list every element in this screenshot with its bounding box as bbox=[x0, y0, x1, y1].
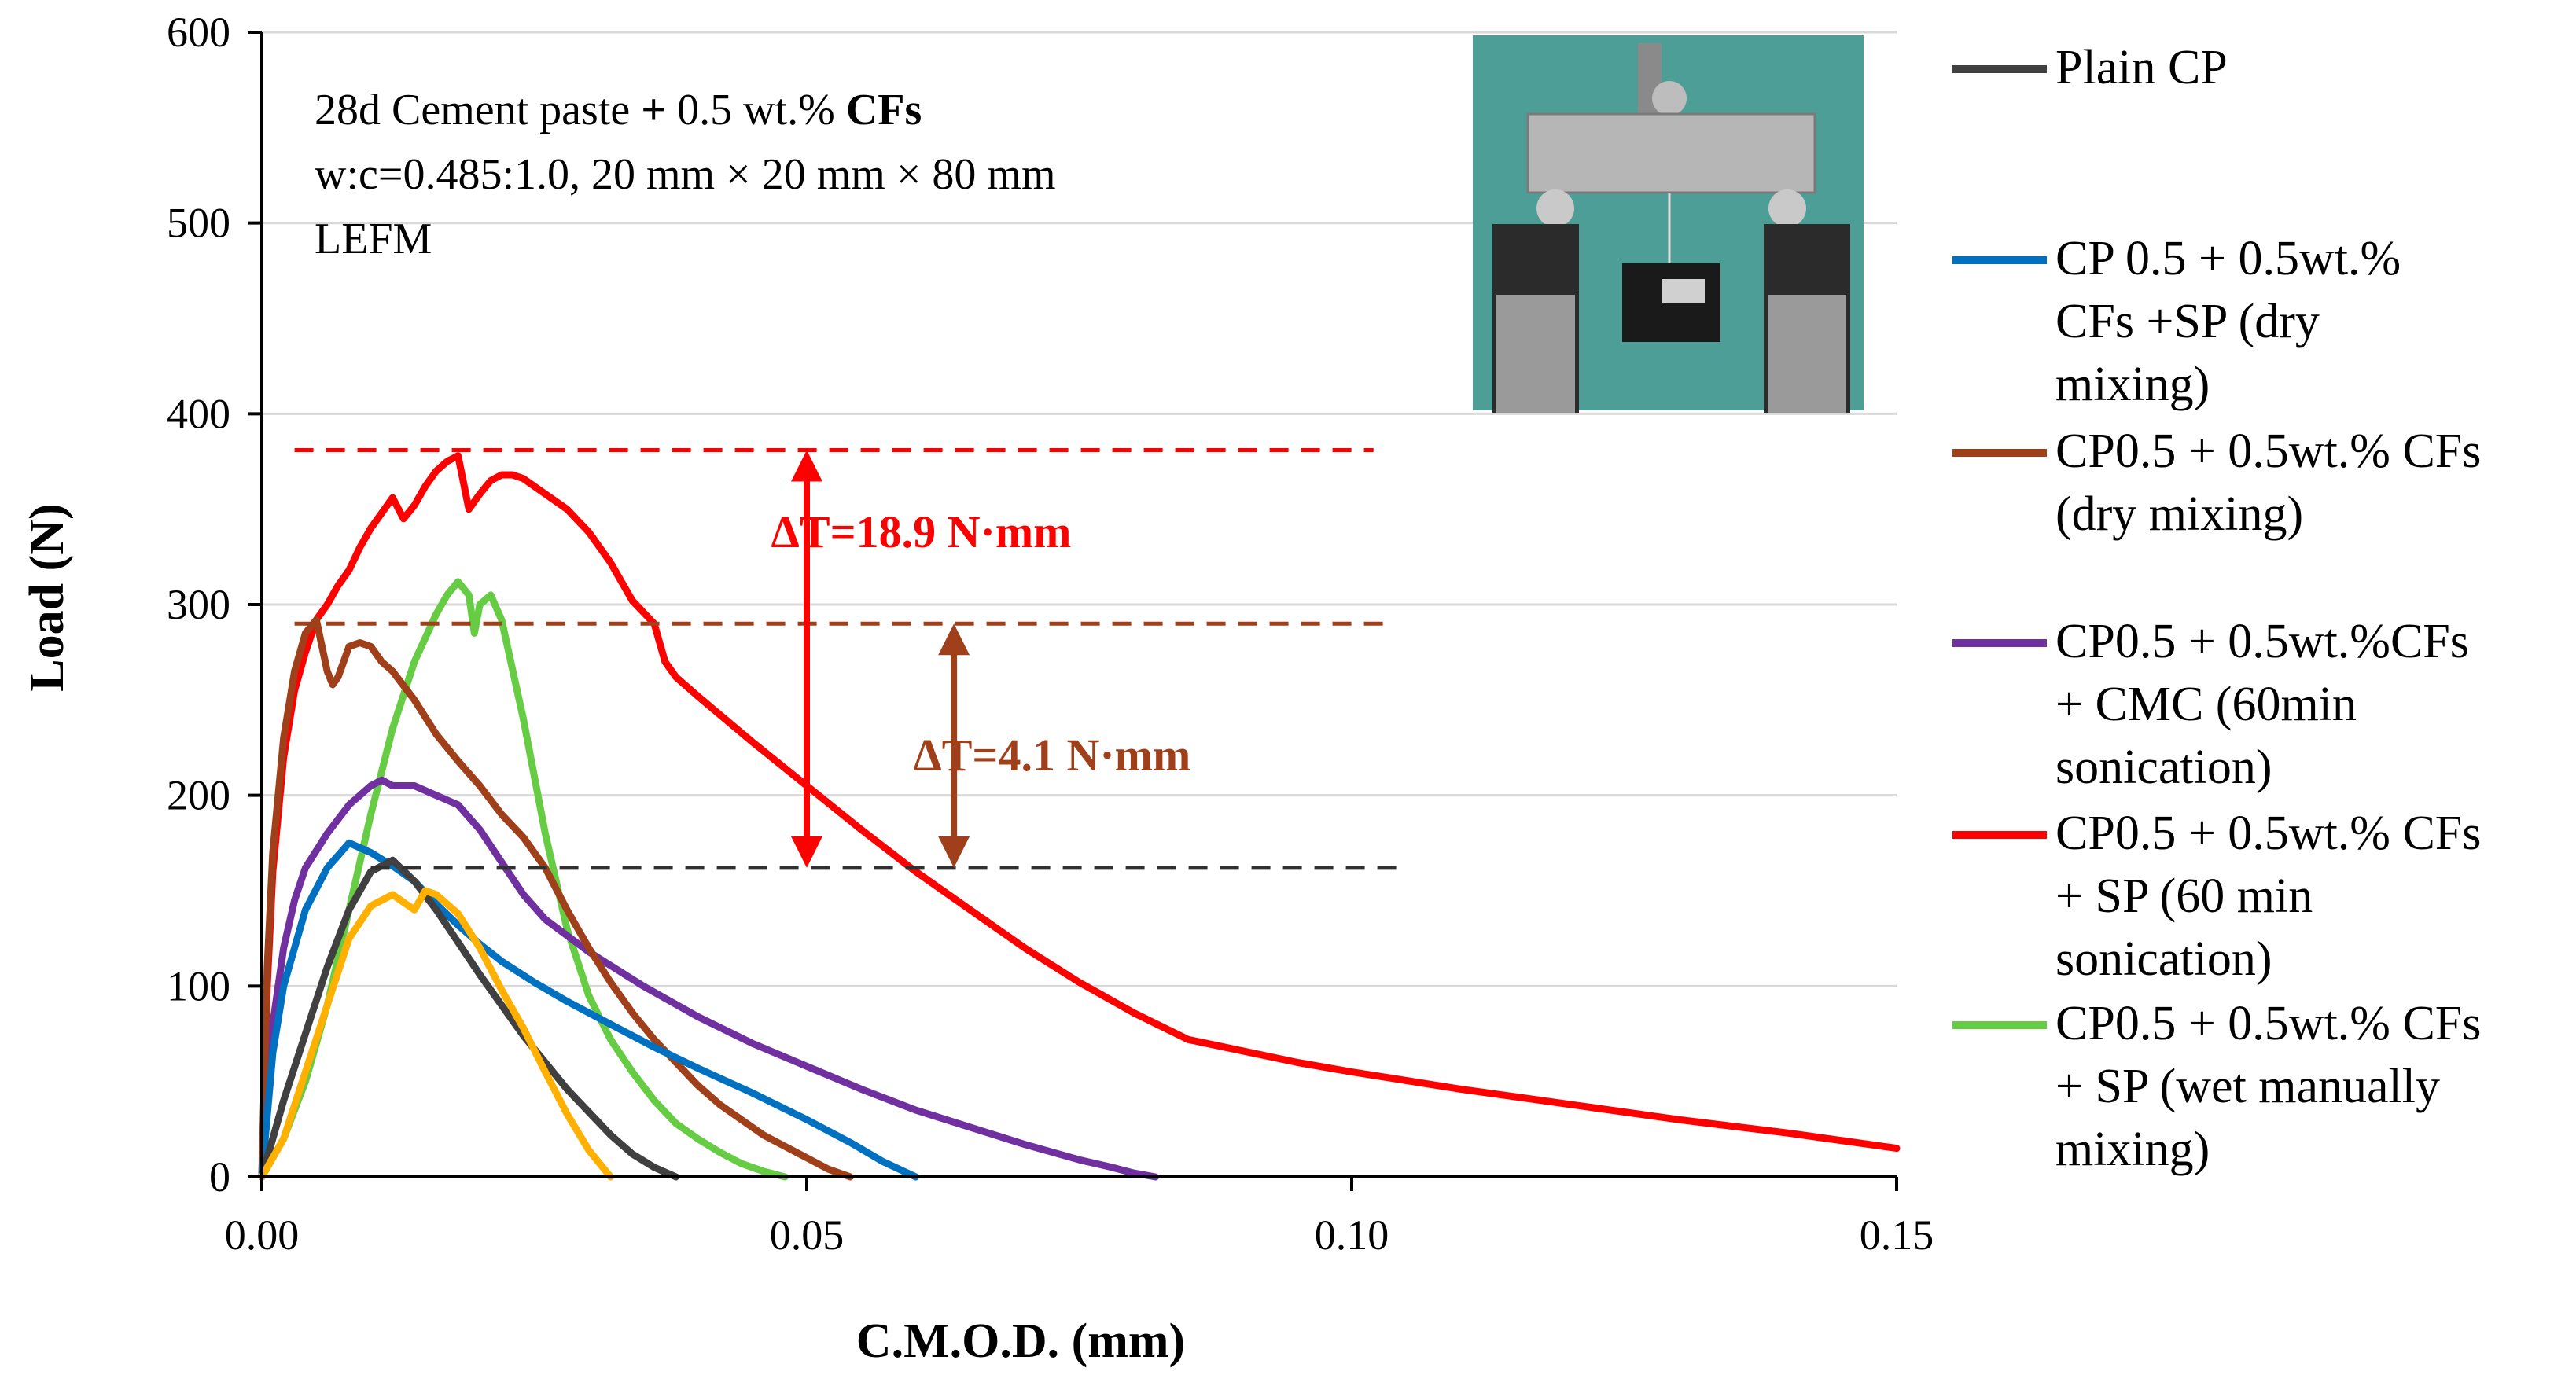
photo-group bbox=[1473, 35, 1864, 413]
legend-label-0-0: Plain CP bbox=[2055, 41, 2228, 94]
photo-support-right bbox=[1768, 189, 1806, 227]
annotation-line-2: w:c=0.485:1.0, 20 mm × 20 mm × 80 mm bbox=[315, 150, 1056, 199]
photo-specimen-beam bbox=[1526, 112, 1816, 194]
delta-arrow-head-top-0 bbox=[791, 450, 822, 482]
delta-label-1: ΔT=4.1 N·mm bbox=[913, 730, 1190, 781]
series-line-3 bbox=[258, 776, 1159, 1181]
series-line-6 bbox=[258, 887, 614, 1181]
y-tick-label-2: 200 bbox=[167, 772, 230, 819]
photo-loading-pin bbox=[1652, 81, 1687, 116]
annotation-line-3: LEFM bbox=[315, 215, 432, 263]
tick-labels-group: 0 100 200 300 400 500 600 0.00 0.05 0.10 0.15 bbox=[167, 9, 1934, 1259]
grid-lines bbox=[262, 31, 1897, 987]
photo-clip-gauge-label bbox=[1662, 279, 1705, 303]
legend-label-2-0: CP0.5 + 0.5wt.% CFs bbox=[2055, 425, 2481, 478]
y-tick-label-3: 300 bbox=[167, 581, 230, 628]
legend-label-1-2: mixing) bbox=[2055, 358, 2210, 411]
x-tick-label-2: 0.10 bbox=[1315, 1211, 1389, 1259]
x-axis-title: C.M.O.D. (mm) bbox=[856, 1314, 1185, 1368]
x-tick-label-0: 0.00 bbox=[225, 1211, 300, 1259]
legend-label-1-0: CP 0.5 + 0.5wt.% bbox=[2055, 232, 2401, 285]
photo-support-column-right bbox=[1768, 295, 1846, 413]
y-tick-label-6: 600 bbox=[167, 9, 230, 56]
y-tick-label-4: 400 bbox=[167, 390, 230, 437]
legend-group: Plain CP CP 0.5 + 0.5wt.% CFs +SP (dry mixi… bbox=[1952, 41, 2481, 1176]
legend-label-4-1: + SP (60 min bbox=[2055, 869, 2313, 923]
legend-label-5-0: CP0.5 + 0.5wt.% CFs bbox=[2055, 997, 2481, 1050]
annotation-line-1: 28d Cement paste + 0.5 wt.% CFs bbox=[315, 86, 922, 134]
legend-label-5-1: + SP (wet manually bbox=[2055, 1060, 2440, 1113]
legend-label-4-2: sonication) bbox=[2055, 932, 2272, 986]
delta-arrow-head-bottom-1 bbox=[938, 836, 970, 868]
legend-label-3-2: sonication) bbox=[2055, 741, 2272, 794]
y-tick-label-1: 100 bbox=[167, 962, 230, 1009]
legend-label-2-1: (dry mixing) bbox=[2055, 487, 2303, 541]
delta-label-0: ΔT=18.9 N·mm bbox=[771, 506, 1072, 557]
series-line-2 bbox=[258, 616, 854, 1181]
series-group bbox=[258, 452, 1901, 1181]
delta-arrow-head-top-1 bbox=[938, 623, 970, 656]
delta-arrow-head-bottom-0 bbox=[791, 836, 822, 868]
y-tick-label-0: 0 bbox=[209, 1153, 230, 1200]
reference-lines-group: ΔT=18.9 N·mm ΔT=4.1 N·mm bbox=[294, 447, 1407, 870]
x-tick-label-1: 0.05 bbox=[770, 1211, 845, 1259]
photo-support-left bbox=[1536, 189, 1574, 227]
series-line-4 bbox=[258, 452, 1901, 1181]
axes-group bbox=[248, 31, 1898, 1191]
legend-label-3-0: CP0.5 + 0.5wt.%CFs bbox=[2055, 615, 2469, 668]
x-tick-label-3: 0.15 bbox=[1860, 1211, 1934, 1259]
photo-support-column-left bbox=[1496, 295, 1575, 413]
legend-label-4-0: CP0.5 + 0.5wt.% CFs bbox=[2055, 807, 2481, 860]
legend-label-1-1: CFs +SP (dry bbox=[2055, 295, 2320, 348]
y-axis-title: Load (N) bbox=[20, 503, 74, 691]
legend-label-3-1: + CMC (60min bbox=[2055, 678, 2357, 731]
y-tick-label-5: 500 bbox=[167, 200, 230, 247]
legend-label-5-2: mixing) bbox=[2055, 1123, 2210, 1176]
series-line-0 bbox=[258, 856, 680, 1181]
